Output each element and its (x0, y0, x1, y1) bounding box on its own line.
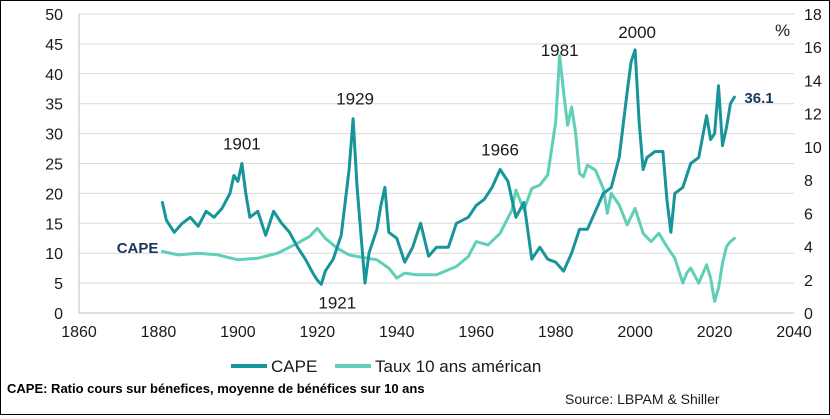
y-right-tick-4: 4 (804, 240, 813, 257)
annotations: 1901 1929 1921 1966 1981 2000 36.1 CAPE (117, 23, 774, 312)
y-left-tick-50: 50 (45, 7, 63, 24)
grid-lines (79, 13, 794, 284)
legend: CAPE Taux 10 ans américan (231, 357, 541, 376)
series-line-taux-10-ans (160, 54, 736, 303)
footnote: CAPE: Ratio cours sur bénefices, moyenne… (7, 381, 425, 396)
x-tick-2040: 2040 (776, 324, 812, 341)
x-tick-1920: 1920 (300, 324, 336, 341)
y-left-tick-30: 30 (45, 127, 63, 144)
series-line-cape (160, 48, 736, 286)
series-lines (160, 48, 736, 303)
y-left-tick-0: 0 (54, 306, 63, 323)
x-tick-1940: 1940 (379, 324, 415, 341)
x-tick-1860: 1860 (61, 324, 97, 341)
annotation-36-1: 36.1 (744, 90, 773, 107)
annotation-1929: 1929 (336, 90, 374, 109)
y-left-tick-45: 45 (45, 37, 63, 54)
y-left-tick-25: 25 (45, 157, 63, 174)
y-right-axis-label: % (775, 21, 790, 40)
annotation-1981: 1981 (541, 41, 579, 60)
y-right-tick-16: 16 (804, 40, 822, 57)
annotation-cape: CAPE (117, 240, 159, 257)
x-tick-2000: 2000 (617, 324, 653, 341)
axes (78, 14, 794, 314)
annotation-1901: 1901 (223, 135, 261, 154)
legend-label-taux: Taux 10 ans américan (375, 357, 541, 376)
x-tick-1900: 1900 (220, 324, 256, 341)
annotation-1921: 1921 (318, 293, 356, 312)
x-tick-1980: 1980 (538, 324, 574, 341)
y-right-tick-14: 14 (804, 73, 822, 90)
y-left-axis-ticks: 0 5 10 15 20 25 30 35 40 45 50 (45, 7, 63, 323)
x-tick-1880: 1880 (141, 324, 177, 341)
y-right-tick-12: 12 (804, 107, 822, 124)
y-right-axis-ticks: 0 2 4 6 8 10 12 14 16 18 (804, 7, 822, 323)
y-left-tick-10: 10 (45, 246, 63, 263)
y-right-tick-6: 6 (804, 206, 813, 223)
y-left-tick-40: 40 (45, 67, 63, 84)
y-right-tick-8: 8 (804, 173, 813, 190)
y-right-tick-2: 2 (804, 273, 813, 290)
y-right-tick-18: 18 (804, 7, 822, 24)
y-right-tick-0: 0 (804, 306, 813, 323)
annotation-2000: 2000 (618, 23, 656, 42)
annotation-1966: 1966 (481, 140, 519, 159)
y-left-tick-5: 5 (54, 276, 63, 293)
x-axis-ticks: 1860 1880 1900 1920 1940 1960 1980 2000 2020 2040 (61, 324, 812, 341)
y-left-tick-35: 35 (45, 97, 63, 114)
x-tick-2020: 2020 (697, 324, 733, 341)
y-left-tick-15: 15 (45, 216, 63, 233)
y-left-tick-20: 20 (45, 186, 63, 203)
y-right-tick-10: 10 (804, 140, 822, 157)
source-note: Source: LBPAM & Shiller (565, 391, 720, 407)
x-tick-1960: 1960 (458, 324, 494, 341)
legend-label-cape: CAPE (271, 357, 317, 376)
